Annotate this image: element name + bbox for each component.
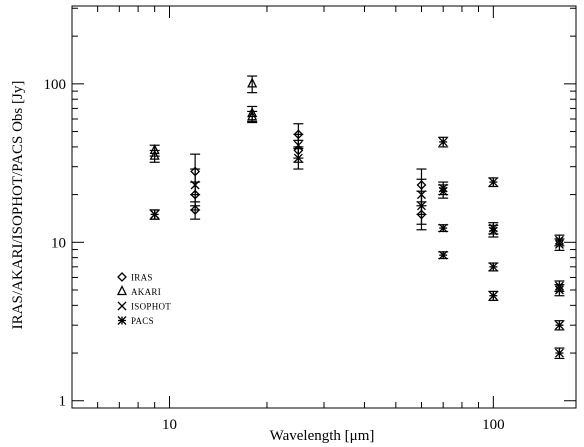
asterisk-marker: [150, 209, 160, 219]
data-point: [247, 110, 258, 124]
data-point: [554, 284, 565, 297]
legend-triangle-icon: [116, 285, 128, 296]
data-point: [488, 290, 499, 301]
legend-diamond-icon: [117, 272, 127, 282]
data-point: [554, 347, 565, 360]
asterisk-marker: [438, 186, 448, 196]
data-point: [438, 250, 449, 260]
asterisk-marker: [438, 250, 448, 260]
data-point: [247, 75, 258, 94]
legend-x-icon: [117, 301, 127, 311]
series-pacs: [149, 136, 565, 360]
asterisk-marker: [438, 223, 448, 233]
y-tick-label: 1: [59, 394, 67, 410]
tick-labels: 10 100 1 10 100: [44, 77, 505, 433]
data-point: [438, 184, 449, 199]
asterisk-marker: [554, 285, 564, 295]
asterisk-marker: [488, 262, 498, 272]
data-points: [149, 75, 565, 360]
legend-label: AKARI: [131, 287, 161, 297]
asterisk-marker: [554, 348, 564, 358]
x-marker: [190, 180, 200, 190]
legend-item-iras: IRAS: [117, 272, 153, 283]
triangle-marker: [149, 149, 160, 160]
x-marker: [417, 201, 426, 211]
triangle-marker: [247, 77, 258, 88]
asterisk-marker: [488, 226, 498, 236]
data-point: [488, 262, 499, 272]
data-point: [438, 223, 449, 233]
y-axis-label: IRAS/AKARI/ISOPHOT/PACS Obs [Jy]: [10, 81, 26, 330]
legend-item-pacs: PACS: [117, 316, 154, 326]
legend-asterisk-icon: [117, 316, 127, 325]
asterisk-marker: [488, 291, 498, 301]
x-marker: [293, 140, 303, 150]
x-tick-label: 10: [162, 417, 177, 433]
data-point: [488, 224, 499, 238]
asterisk-marker: [554, 320, 564, 330]
data-point: [488, 177, 499, 188]
triangle-marker: [247, 110, 258, 121]
plot-frame: [71, 5, 577, 409]
asterisk-marker: [438, 137, 448, 147]
legend-label: IRAS: [131, 273, 153, 283]
y-tick-label: 10: [51, 235, 66, 251]
legend-item-akari: AKARI: [116, 285, 161, 297]
data-point: [149, 149, 160, 163]
series-akari: [149, 75, 258, 163]
asterisk-marker: [488, 177, 498, 187]
x-marker: [293, 153, 303, 163]
diamond-marker: [190, 205, 201, 215]
legend-label: ISOPHOT: [131, 302, 171, 312]
data-point: [190, 168, 201, 207]
data-point: [438, 136, 449, 148]
asterisk-marker: [554, 239, 564, 249]
data-point: [554, 320, 565, 331]
plot-border: [71, 5, 577, 409]
data-point: [149, 209, 160, 220]
legend-item-isophot: ISOPHOT: [117, 301, 171, 312]
x-tick-label: 100: [482, 417, 505, 433]
series-iras: [190, 123, 427, 231]
legend-label: PACS: [131, 316, 154, 326]
data-point: [554, 238, 565, 251]
data-point: [293, 148, 304, 170]
data-point: [293, 133, 304, 159]
y-tick-label: 100: [44, 77, 67, 93]
legend: IRAS AKARI ISOPHOT PACS: [116, 272, 171, 326]
x-axis-label: Wavelength [μm]: [270, 428, 375, 444]
axis-ticks: [72, 6, 576, 408]
data-point: [416, 190, 427, 225]
